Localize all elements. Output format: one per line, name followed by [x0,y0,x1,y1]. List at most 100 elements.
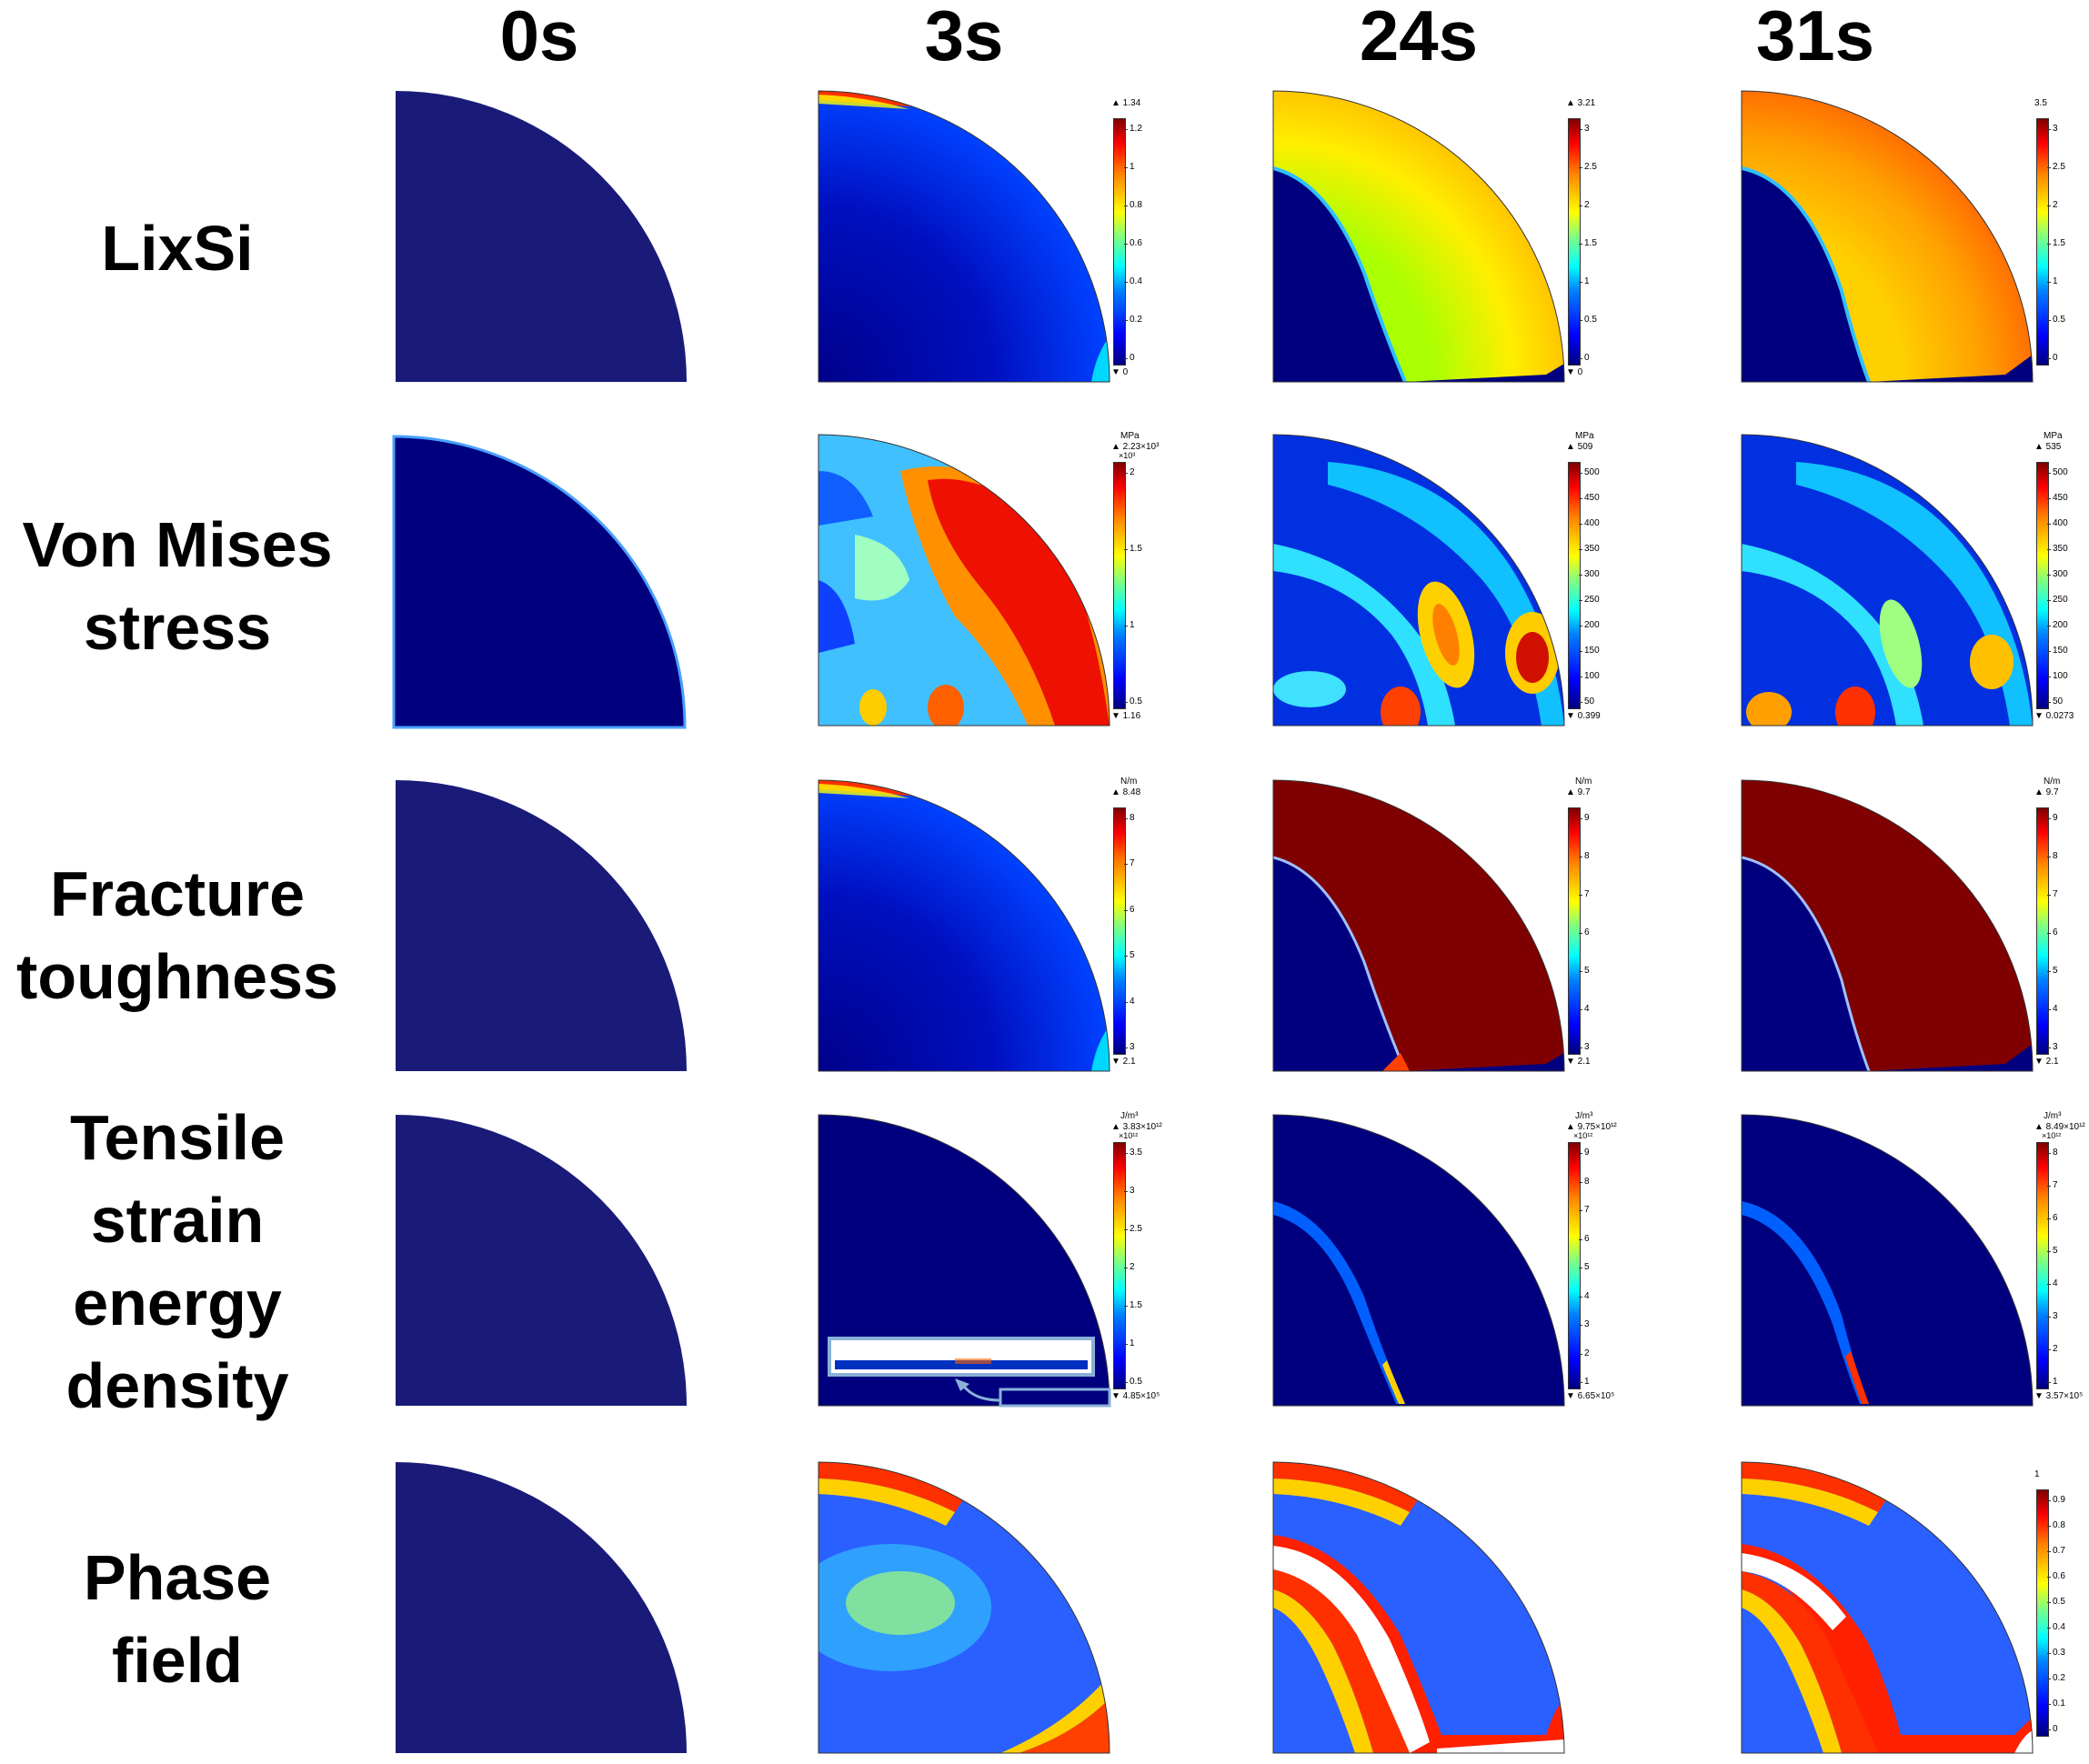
colorbar-tick: 1.5 [1124,544,1142,554]
colorbar-tick: 6 [1579,927,1590,937]
colorbar-tick: 9 [2047,813,2058,823]
colorbar-min: ▼ 4.85×10⁵ [1111,1391,1160,1401]
colorbar-tick: 3 [1579,1319,1590,1329]
colorbar-tick: 200 [2047,620,2068,630]
colorbar-max: ▲ 2.23×10³ [1111,442,1160,452]
colorbar-tick: 2.5 [2047,162,2065,172]
colorbar-tick: 1.5 [1124,1300,1142,1310]
colorbar-max: ▲ 509 [1566,442,1593,452]
colorbar-tick: 0.5 [2047,315,2065,325]
panel-von-mises-0s [392,435,687,729]
panel-lixsi-0s [396,91,687,382]
row-label-phase-field: Phase field [0,1537,355,1702]
panel-von-mises-3s [818,434,1110,727]
colorbar-max: ▲ 9.75×10¹² [1566,1122,1617,1132]
colorbar-tick: 0 [2047,353,2058,363]
colorbar-tick: 50 [2046,697,2064,707]
colorbar-tick: 1 [1124,620,1135,630]
colorbar-tick: 7 [2047,1180,2058,1190]
colorbar-gradient [1113,118,1126,366]
colorbar-gradient [1568,462,1581,709]
column-header-24s: 24s [1359,0,1479,75]
colorbar-tick: 4 [1124,996,1135,1007]
colorbar-tick: 5 [2047,1246,2058,1256]
colorbar-tick: 100 [1579,671,1600,681]
colorbar-tick: 0.7 [2047,1546,2065,1556]
colorbar-tick: 2.5 [1124,1224,1142,1234]
colorbar-tick: 8 [2047,1148,2058,1158]
colorbar-tick: 8 [1579,1176,1590,1187]
colorbar-tick: 2 [1579,1348,1590,1358]
colorbar-tick: 8 [2047,851,2058,861]
panel-fracture-31s [1741,779,2034,1072]
colorbar-unit: J/m³ [1120,1111,1139,1121]
colorbar-gradient [2036,462,2049,709]
colorbar-multiplier: ×10¹² [2042,1131,2062,1140]
colorbar-tick: 400 [2047,518,2068,528]
row-label-von-mises: Von Mises stress [0,504,355,669]
panel-phase-0s [396,1462,687,1753]
row-label-tensile-strain: Tensile strain energy density [0,1097,355,1428]
colorbar-tick: 1 [1579,1377,1590,1387]
colorbar-gradient [1568,118,1581,366]
colorbar-multiplier: ×10³ [1119,451,1136,460]
colorbar-tick: 0.9 [2047,1495,2065,1505]
colorbar-tick: 4 [2047,1004,2058,1014]
colorbar-gradient [2036,1142,2049,1389]
colorbar-unit: N/m [2044,777,2061,787]
column-header-3s: 3s [924,0,1004,75]
colorbar-min: ▼ 2.1 [1111,1057,1136,1067]
panel-fracture-0s [396,780,687,1071]
colorbar-tick: 1.5 [1579,238,1597,248]
colorbar-tick: 5 [2047,966,2058,976]
colorbar-tick: 2 [1579,200,1590,210]
panel-von-mises-24s [1272,434,1565,727]
colorbar-tick: 450 [1579,493,1600,503]
colorbar-gradient [1568,1142,1581,1389]
colorbar-tick: 6 [2047,1213,2058,1223]
colorbar-unit: MPa [1120,431,1140,441]
colorbar-tick: 3 [2047,1311,2058,1321]
colorbar-tick: 3 [1124,1042,1135,1052]
colorbar-tick: 0.5 [1124,1377,1142,1387]
colorbar-tick: 3 [1579,124,1590,134]
colorbar-tick: 1.5 [2047,238,2065,248]
row-label-line: Fracture [49,858,306,929]
row-label-line: toughness [16,941,338,1012]
panel-tensile-31s [1741,1114,2034,1407]
colorbar-max: ▲ 9.7 [1566,787,1591,797]
colorbar-gradient [2036,118,2049,366]
panel-lixsi-3s [818,90,1110,383]
colorbar-tick: 0.8 [1124,200,1142,210]
colorbar-max: ▲ 535 [2034,442,2062,452]
colorbar-unit: MPa [1575,431,1594,441]
colorbar-min: ▼ 0.399 [1566,711,1601,721]
panel-fracture-24s [1272,779,1565,1072]
colorbar-unit: N/m [1575,777,1592,787]
row-label-lixsi: LixSi [0,207,355,290]
colorbar-tick: 400 [1579,518,1600,528]
colorbar-tick: 3 [2047,1042,2058,1052]
colorbar-tick: 5 [1124,950,1135,961]
colorbar-tick: 100 [2047,671,2068,681]
column-header-0s: 0s [499,0,579,75]
row-label-line: LixSi [101,213,254,284]
row-label-line: strain [90,1185,265,1256]
colorbar-unit: J/m³ [1575,1111,1593,1121]
colorbar-max: 3.5 [2034,98,2047,108]
colorbar-gradient [1113,462,1126,709]
panel-tensile-24s [1272,1114,1565,1407]
colorbar-min: ▼ 2.1 [2034,1057,2059,1067]
colorbar-tick: 450 [2047,493,2068,503]
colorbar-tick: 0.3 [2047,1648,2065,1658]
colorbar-min: ▼ 0.0273 [2034,711,2074,721]
colorbar-tick: 1 [2047,276,2058,286]
colorbar-tick: 0 [1124,353,1135,363]
colorbar-tick: 6 [1579,1233,1590,1244]
colorbar-tick: 1.2 [1124,124,1142,134]
colorbar-multiplier: ×10¹² [1119,1131,1139,1140]
colorbar-tick: 0.8 [2047,1520,2065,1530]
colorbar-tick: 6 [2047,927,2058,937]
colorbar-tick: 4 [1579,1290,1590,1301]
colorbar-tick: 0.1 [2047,1699,2065,1709]
